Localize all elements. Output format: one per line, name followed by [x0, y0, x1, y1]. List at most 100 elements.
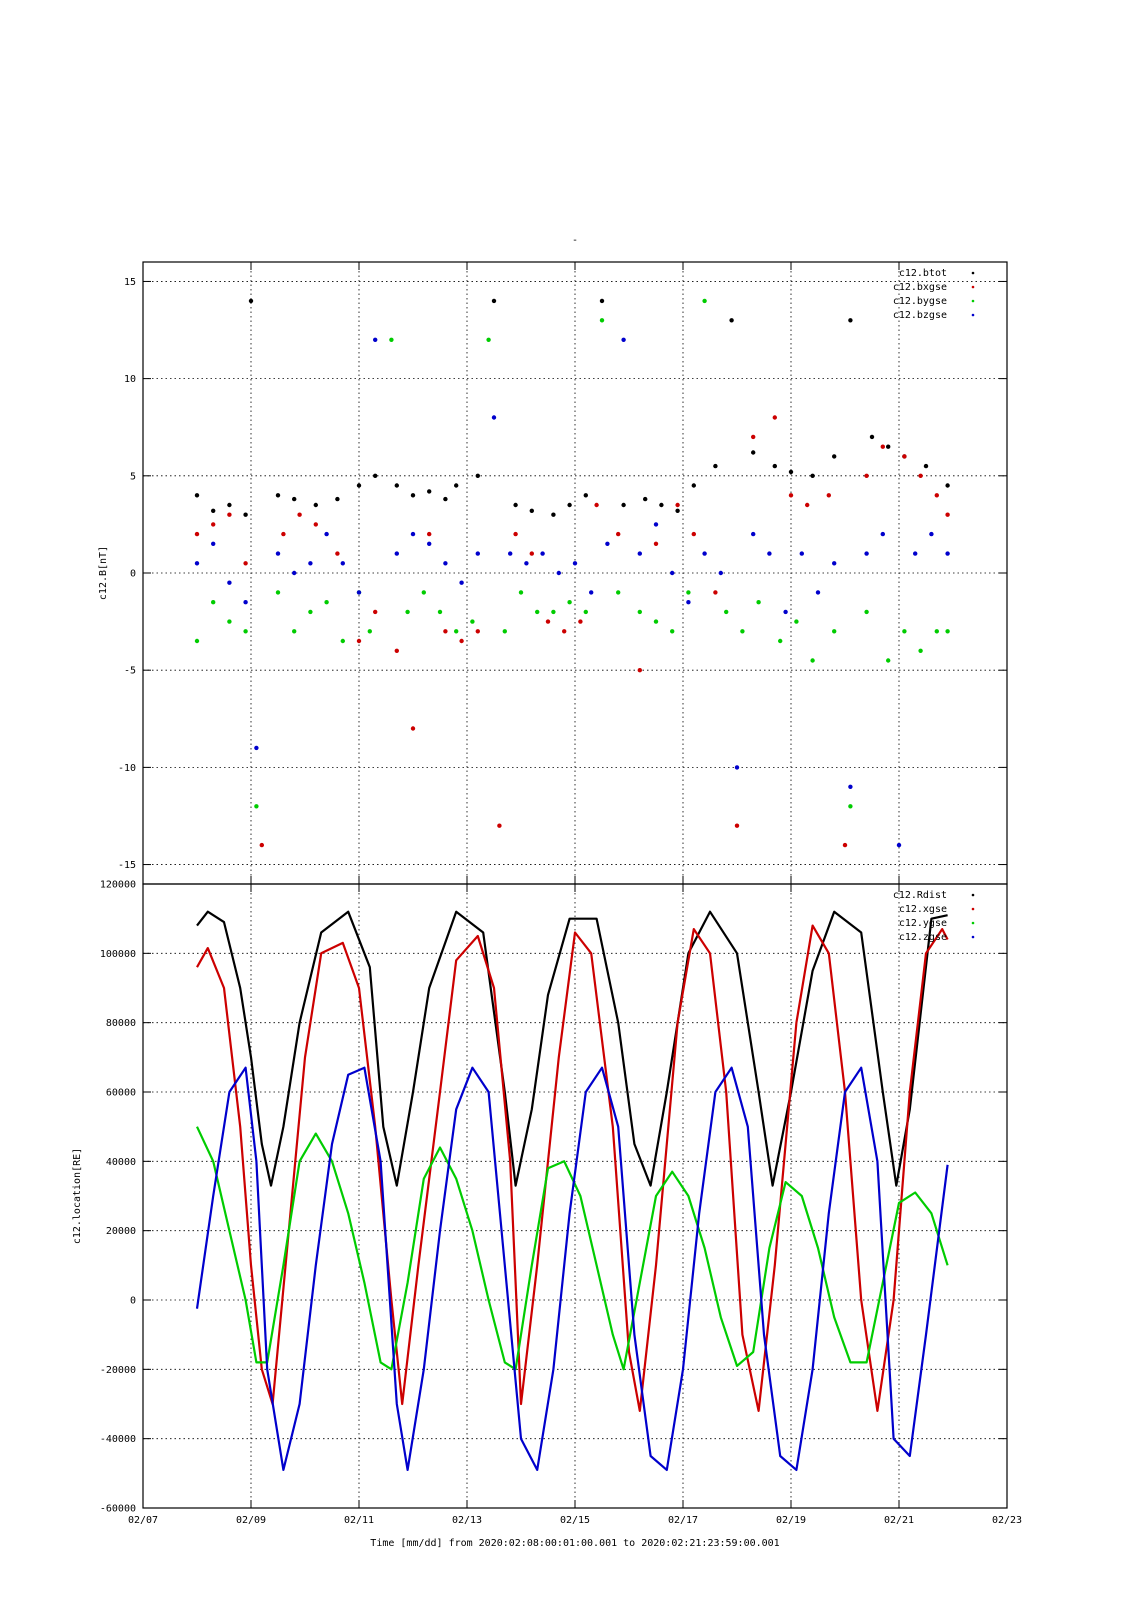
data-point-c12-bygse	[670, 629, 675, 634]
legend-marker	[971, 921, 975, 925]
series-line-c12-ygse	[196, 1126, 949, 1371]
data-point-c12-btot	[194, 493, 200, 498]
legend-marker	[971, 893, 975, 897]
magnetic-field-panel: -15 -10 -5 0 5 10 15 c12.B[nT] c12.btot c12.bxgse…	[98, 261, 1008, 885]
data-point-c12-bygse	[616, 590, 621, 595]
x-tick-label: 02/17	[668, 1515, 698, 1526]
data-point-c12-bxgse	[513, 531, 518, 537]
data-point-c12-bxgse	[691, 531, 696, 537]
data-point-c12-btot	[675, 508, 680, 513]
data-point-c12-bxgse	[713, 590, 718, 595]
data-point-c12-bxgse	[243, 561, 248, 566]
data-point-c12-bygse	[934, 629, 939, 634]
data-point-c12-bxgse	[427, 531, 432, 537]
data-point-c12-bzgse	[734, 765, 740, 770]
data-point-c12-bxgse	[594, 502, 599, 508]
y-tick-label: 40000	[106, 1157, 136, 1168]
x-tick-label: 02/15	[560, 1515, 590, 1526]
data-point-c12-bzgse	[459, 580, 464, 585]
data-point-c12-bzgse	[767, 551, 772, 556]
data-point-c12-bygse	[756, 600, 761, 605]
data-point-c12-btot	[475, 473, 480, 478]
data-point-c12-bxgse	[211, 522, 216, 527]
data-point-c12-btot	[394, 483, 399, 488]
data-point-c12-btot	[427, 489, 432, 494]
plot-frame	[142, 883, 1008, 1509]
data-point-c12-bxgse	[281, 531, 286, 537]
data-point-c12-bygse	[254, 804, 259, 809]
y-axis-label: c12.location[RE]	[72, 1148, 83, 1244]
data-point-c12-bygse	[324, 600, 329, 605]
data-point-c12-btot	[567, 502, 572, 508]
data-point-c12-btot	[313, 502, 318, 508]
data-point-c12-bygse	[454, 629, 459, 634]
data-point-c12-bxgse	[902, 454, 907, 459]
data-point-c12-btot	[410, 493, 416, 498]
data-point-c12-bzgse	[308, 561, 313, 566]
y-tick-label: -20000	[100, 1365, 136, 1376]
data-point-c12-btot	[923, 463, 929, 469]
data-point-c12-bxgse	[772, 415, 777, 420]
data-point-c12-bxgse	[675, 502, 680, 508]
y-tick-label: 0	[130, 569, 136, 580]
data-point-c12-bzgse	[254, 745, 259, 751]
x-tick-label: 02/13	[452, 1515, 482, 1526]
data-point-c12-bxgse	[880, 444, 885, 449]
data-point-c12-btot	[751, 450, 756, 455]
data-point-c12-btot	[454, 483, 459, 488]
data-point-c12-bygse	[470, 619, 475, 624]
data-point-c12-btot	[599, 298, 605, 304]
data-point-c12-bzgse	[410, 531, 416, 537]
data-point-c12-btot	[373, 473, 378, 478]
data-point-c12-bzgse	[702, 551, 707, 556]
data-point-c12-bxgse	[410, 726, 416, 731]
data-point-c12-bxgse	[805, 502, 810, 508]
data-point-c12-bzgse	[356, 590, 362, 595]
data-point-c12-bygse	[437, 609, 443, 615]
data-point-c12-bxgse	[934, 493, 939, 498]
data-point-c12-bygse	[211, 600, 216, 605]
data-point-c12-bzgse	[880, 531, 885, 537]
y-tick-label: -10	[118, 763, 136, 774]
legend-marker	[971, 907, 975, 911]
data-point-c12-bzgse	[508, 551, 513, 556]
data-point-c12-bygse	[340, 638, 345, 644]
data-point-c12-bygse	[864, 609, 869, 615]
data-point-c12-bygse	[848, 804, 853, 809]
data-point-c12-bygse	[886, 658, 891, 663]
data-point-c12-bzgse	[211, 541, 216, 546]
data-point-c12-btot	[583, 493, 588, 498]
data-point-c12-bzgse	[751, 531, 756, 537]
y-tick-label: 10	[124, 374, 136, 385]
data-point-c12-bzgse	[475, 551, 480, 556]
data-point-c12-btot	[729, 318, 734, 323]
data-point-c12-bygse	[486, 337, 491, 342]
data-point-c12-bygse	[794, 619, 799, 624]
data-point-c12-bygse	[405, 609, 410, 615]
series-group	[194, 298, 950, 848]
data-point-c12-bzgse	[589, 590, 594, 595]
data-point-c12-bzgse	[832, 561, 837, 566]
data-point-c12-bygse	[686, 590, 691, 595]
legend-label: c12.bzgse	[893, 310, 947, 321]
data-point-c12-btot	[772, 463, 777, 469]
data-point-c12-bzgse	[292, 570, 297, 576]
data-point-c12-bzgse	[427, 541, 432, 546]
data-point-c12-bzgse	[443, 561, 448, 566]
data-point-c12-bxgse	[529, 551, 534, 556]
data-point-c12-btot	[713, 463, 718, 469]
series-line-c12-xgse	[196, 924, 949, 1413]
data-point-c12-bygse	[243, 629, 248, 634]
data-point-c12-bzgse	[637, 551, 642, 556]
data-point-c12-bygse	[308, 609, 313, 615]
data-point-c12-bzgse	[572, 561, 578, 566]
y-tick-label: 120000	[100, 880, 136, 891]
data-point-c12-btot	[356, 483, 362, 488]
data-point-c12-bygse	[535, 609, 540, 615]
data-point-c12-bxgse	[918, 473, 923, 478]
y-tick-label: -60000	[100, 1504, 136, 1515]
data-point-c12-btot	[227, 502, 232, 508]
data-point-c12-bzgse	[275, 551, 281, 556]
y-tick-label: 15	[124, 277, 136, 288]
data-point-c12-btot	[886, 444, 891, 449]
